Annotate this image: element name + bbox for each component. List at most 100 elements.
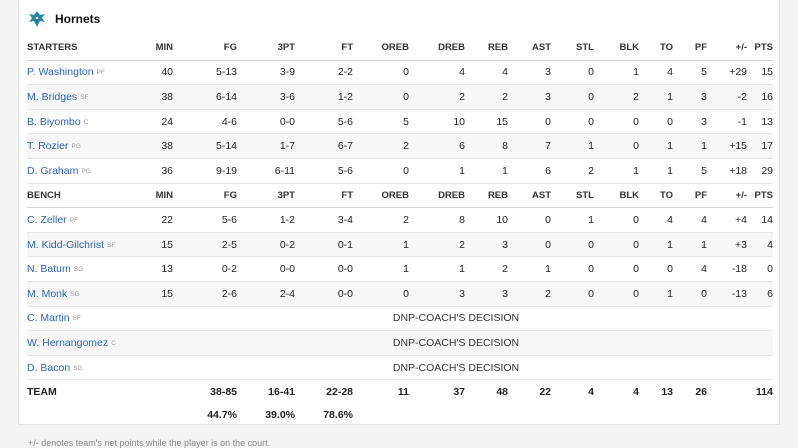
column-header: TO: [639, 36, 673, 61]
stat-cell: 0: [594, 281, 639, 307]
team-percent-row: 44.7% 39.0% 78.6%: [27, 404, 773, 427]
stat-cell: -1: [707, 109, 747, 135]
stat-cell: -13: [707, 281, 747, 307]
stat-cell: 13: [139, 256, 173, 282]
player-name-link[interactable]: M. Monk: [27, 287, 68, 300]
column-header: STL: [551, 183, 594, 209]
stat-cell: 0: [594, 207, 639, 233]
player-name-link[interactable]: M. Bridges: [27, 90, 78, 103]
stat-cell: 0: [508, 109, 551, 135]
stat-cell: 1: [409, 158, 465, 184]
stat-cell: 1: [639, 232, 673, 258]
column-header: +/-: [707, 36, 747, 61]
player-name-link[interactable]: D. Bacon: [27, 361, 71, 374]
stat-cell: 8: [409, 207, 465, 233]
column-header: MIN: [139, 36, 173, 61]
percent-cell: [508, 404, 551, 427]
total-cell: 37: [409, 379, 465, 404]
percent-cell: [139, 404, 173, 427]
stat-cell: 1: [508, 256, 551, 282]
player-cell: M. Monk SG: [27, 281, 139, 307]
hornets-logo-icon: [29, 11, 45, 27]
total-cell: 48: [465, 379, 508, 404]
column-header: AST: [508, 36, 551, 61]
player-name-link[interactable]: W. Hernangomez: [27, 336, 109, 349]
player-position: C: [111, 339, 116, 347]
player-cell: N. Batum SG: [27, 256, 139, 282]
stat-cell: 29: [747, 158, 773, 184]
stat-cell: +29: [707, 60, 747, 86]
stat-cell: 3-4: [295, 207, 353, 233]
player-row-dnp: D. Bacon SG DNP-COACH'S DECISION: [27, 355, 773, 381]
stat-cell: -2: [707, 84, 747, 110]
player-name-link[interactable]: C. Martin: [27, 312, 70, 325]
stat-cell: 4: [465, 60, 508, 86]
column-header: MIN: [139, 183, 173, 209]
stat-cell: 6-7: [295, 133, 353, 159]
stat-cell: 3: [409, 281, 465, 307]
section-label: BENCH: [27, 183, 139, 209]
team-totals-row: TEAM 38-85 16-41 22-28 11 37 48 22 4 4 13 26 114: [27, 379, 773, 404]
total-cell: 11: [353, 379, 409, 404]
stat-cell: 24: [139, 109, 173, 135]
column-header: PTS: [747, 36, 773, 61]
stat-cell: 3: [508, 84, 551, 110]
column-header: 3PT: [237, 183, 295, 209]
player-cell: P. Washington PF: [27, 60, 139, 86]
stat-cell: 4: [639, 60, 673, 86]
stat-cell: 4: [409, 60, 465, 86]
stat-cell: +4: [707, 207, 747, 233]
stat-cell: -18: [707, 256, 747, 282]
player-row: D. Graham PG 36 9-19 6-11 5-6 0 1 1 6 2 1 1 5 +18 29: [27, 158, 773, 184]
stat-cell: 3: [673, 109, 707, 135]
player-row: M. Kidd-Gilchrist SF 15 2-5 0-2 0-1 1 2 3 0 0 0 1 1 +3…: [27, 232, 773, 258]
percent-cell: [673, 404, 707, 427]
stat-cell: 0: [551, 84, 594, 110]
stat-cell: 3-6: [237, 84, 295, 110]
stat-cell: 0: [353, 281, 409, 307]
stat-cell: 15: [139, 232, 173, 258]
player-row-dnp: W. Hernangomez C DNP-COACH'S DECISION: [27, 330, 773, 356]
stat-cell: 6: [409, 133, 465, 159]
stat-cell: 0-2: [237, 232, 295, 258]
stat-cell: 1-7: [237, 133, 295, 159]
player-cell: W. Hernangomez C: [27, 330, 139, 356]
stat-cell: 5-13: [173, 60, 237, 86]
percent-cell: 78.6%: [323, 409, 353, 422]
stat-cell: 1: [353, 232, 409, 258]
stat-cell: 3: [508, 60, 551, 86]
stat-cell: 0-0: [237, 109, 295, 135]
stat-cell: 38: [139, 133, 173, 159]
stat-cell: 0: [673, 281, 707, 307]
player-name-link[interactable]: P. Washington: [27, 66, 94, 79]
player-name-link[interactable]: M. Kidd-Gilchrist: [27, 238, 105, 251]
stat-cell: 0: [747, 256, 773, 282]
section-header-row: BENCH MIN FG 3PT FT OREB DREB REB AST STL BLK TO PF +…: [27, 183, 773, 209]
stat-cell: 8: [465, 133, 508, 159]
stat-cell: 17: [747, 133, 773, 159]
stat-cell: 1-2: [237, 207, 295, 233]
stat-cell: 2: [465, 84, 508, 110]
stat-cell: 1: [639, 133, 673, 159]
section-label: STARTERS: [27, 36, 139, 61]
player-cell: D. Bacon SG: [27, 355, 139, 381]
total-cell: 16-41: [237, 379, 295, 404]
player-row: C. Zeller PF 22 5-6 1-2 3-4 2 8 10 0 1 0 4 4 +4 14: [27, 207, 773, 233]
column-header: BLK: [594, 36, 639, 61]
player-name-link[interactable]: C. Zeller: [27, 213, 67, 226]
dnp-note: DNP-COACH'S DECISION: [139, 330, 773, 356]
player-position: PG: [81, 167, 91, 175]
player-name-link[interactable]: N. Batum: [27, 263, 71, 276]
stat-cell: 15: [465, 109, 508, 135]
column-header: DREB: [409, 36, 465, 61]
player-name-link[interactable]: B. Biyombo: [27, 115, 81, 128]
player-name-link[interactable]: T. Rozier: [27, 140, 69, 153]
boxscore-card: Hornets STARTERS MIN FG 3PT FT OREB DREB REB AST…: [18, 0, 780, 425]
stat-cell: 1: [673, 232, 707, 258]
player-name-link[interactable]: D. Graham: [27, 164, 79, 177]
empty-cell: [27, 404, 139, 427]
stat-cell: 4: [673, 207, 707, 233]
stat-cell: 13: [747, 109, 773, 135]
stat-cell: 0-2: [173, 256, 237, 282]
dnp-note: DNP-COACH'S DECISION: [139, 355, 773, 381]
